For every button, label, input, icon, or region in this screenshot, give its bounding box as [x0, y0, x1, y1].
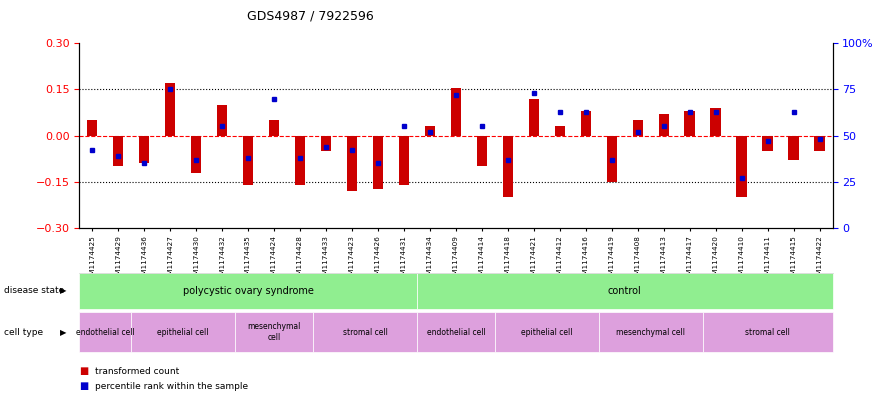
Bar — [113, 136, 123, 166]
Bar — [503, 136, 513, 197]
Bar — [87, 120, 98, 136]
Text: epithelial cell: epithelial cell — [521, 328, 573, 336]
Text: mesenchymal cell: mesenchymal cell — [616, 328, 685, 336]
Bar — [217, 105, 227, 136]
Text: ■: ■ — [79, 381, 88, 391]
Bar — [347, 136, 357, 191]
Text: stromal cell: stromal cell — [745, 328, 790, 336]
Bar — [295, 136, 305, 185]
Text: cell type: cell type — [4, 328, 43, 336]
Text: epithelial cell: epithelial cell — [158, 328, 209, 336]
Text: ▶: ▶ — [60, 328, 66, 336]
Bar — [685, 111, 695, 136]
Bar — [399, 136, 409, 185]
Bar — [555, 127, 565, 136]
Bar — [451, 88, 461, 136]
Bar — [191, 136, 202, 173]
Bar — [788, 136, 799, 160]
Text: ▶: ▶ — [60, 286, 66, 295]
Bar — [139, 136, 150, 163]
Bar — [373, 136, 383, 189]
Text: transformed count: transformed count — [95, 367, 180, 376]
Bar — [737, 136, 747, 197]
Bar — [243, 136, 254, 185]
Text: disease state: disease state — [4, 286, 64, 295]
Bar — [321, 136, 331, 151]
Text: endothelial cell: endothelial cell — [76, 328, 135, 336]
Text: GDS4987 / 7922596: GDS4987 / 7922596 — [247, 10, 374, 23]
Text: polycystic ovary syndrome: polycystic ovary syndrome — [182, 286, 314, 296]
Bar — [814, 136, 825, 151]
Text: stromal cell: stromal cell — [343, 328, 388, 336]
Bar — [607, 136, 617, 182]
Bar — [425, 127, 435, 136]
Bar — [762, 136, 773, 151]
Bar — [269, 120, 279, 136]
Bar — [477, 136, 487, 166]
Bar — [529, 99, 539, 136]
Text: endothelial cell: endothelial cell — [426, 328, 485, 336]
Bar — [710, 108, 721, 136]
Text: ■: ■ — [79, 366, 88, 376]
Bar — [633, 120, 643, 136]
Bar — [581, 111, 591, 136]
Text: mesenchymal
cell: mesenchymal cell — [248, 322, 300, 342]
Text: control: control — [608, 286, 641, 296]
Text: percentile rank within the sample: percentile rank within the sample — [95, 382, 248, 391]
Bar — [658, 114, 669, 136]
Bar — [165, 83, 175, 136]
